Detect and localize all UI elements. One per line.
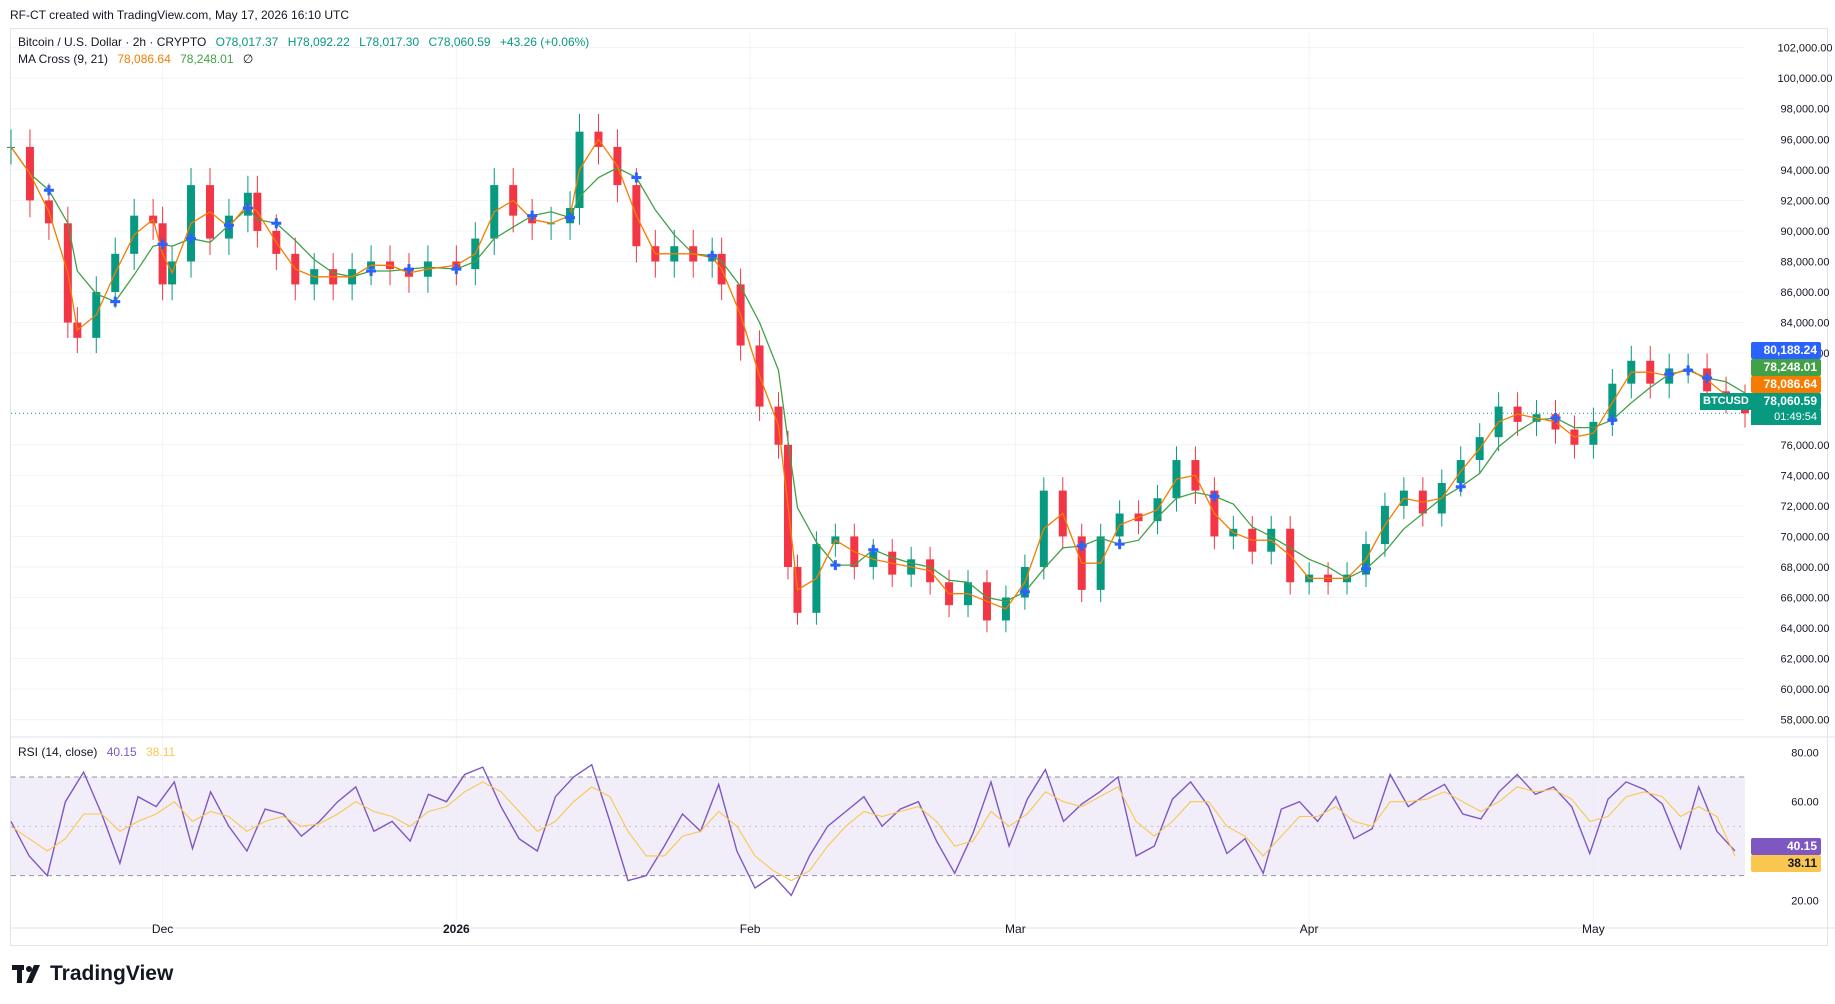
ma-settings-icon[interactable]: ∅ [242,52,254,66]
price-axis-label: 86,000.00 [1781,287,1830,299]
time-axis-label: May [1582,922,1605,936]
ma-cross-marker [1664,369,1675,380]
rsi-band-fill [11,777,1745,876]
price-axis-label: 90,000.00 [1781,226,1830,238]
ma-fast-line [10,138,1746,610]
rsi-axis-label: 80.00 [1791,747,1819,759]
rsi-value-tag: 40.15 [1751,838,1821,855]
ma-cross-marker [565,212,576,223]
ma-cross-marker [707,250,718,261]
grid-lines [11,32,1835,929]
ma-cross-marker [242,203,253,214]
ma-cross-marker [43,185,54,196]
legend-open: O78,017.37 [215,35,279,49]
price-axis-label: 60,000.00 [1781,684,1830,696]
ma-cross-marker [110,296,121,307]
time-axis-label: 2026 [443,922,470,936]
rsi-ma-line [10,781,1736,882]
ma-cross-marker [631,172,642,183]
price-axis-label: 100,000.00 [1777,73,1832,85]
tradingview-logo-icon [12,965,44,983]
candle-series [7,113,1749,633]
ma-cross-marker [1455,481,1466,492]
ma-legend-label: MA Cross (9, 21) [18,52,109,66]
ma-fast-price-tag: 78,086.64 [1751,376,1821,393]
ma-cross-marker [868,544,879,555]
price-axis-label: 72,000.00 [1781,501,1830,513]
time-axis-label: Feb [740,922,761,936]
time-axis-label: Dec [152,922,173,936]
symbol-tag: BTCUSD [1700,393,1752,410]
ma-slow-price-tag: 78,248.01 [1751,359,1821,376]
high-price-tag: 80,188.24 [1751,342,1821,359]
price-axis-label: 68,000.00 [1781,562,1830,574]
ma-cross-marker [271,218,282,229]
price-axis-label: 88,000.00 [1781,256,1830,268]
price-axis-label: 92,000.00 [1781,195,1830,207]
time-axis-label: Apr [1300,922,1319,936]
rsi-legend-value: 40.15 [106,745,137,759]
price-axis-label: 74,000.00 [1781,470,1830,482]
rsi-band [11,776,1745,877]
ma-cross-marker [1702,372,1713,383]
ma-legend: MA Cross (9, 21) 78,086.64 78,248.01 ∅ [18,52,259,66]
ma-cross-marker [527,210,538,221]
rsi-legend-label: RSI (14, close) [18,745,98,759]
ma-cross-marker [1209,491,1220,502]
price-axis-label: 76,000.00 [1781,440,1830,452]
rsi-ma-value-tag: 38.11 [1751,855,1821,872]
legend-high: H78,092.22 [287,35,350,49]
tradingview-logo[interactable]: TradingView [12,962,173,986]
bar-countdown: 01:49:54 [1751,410,1821,425]
ma-cross-marker [403,264,414,275]
last-price-tag: 78,060.59 [1751,393,1821,410]
ma-fast-value: 78,086.64 [117,52,171,66]
ma-slow-value: 78,248.01 [180,52,234,66]
rsi-legend: RSI (14, close) 40.15 38.11 [18,745,181,759]
ma-cross-marker [157,239,168,250]
main-legend: Bitcoin / U.S. Dollar · 2h · CRYPTO O78,… [18,35,595,49]
ma-cross-marker [451,264,462,275]
price-axis-label: 98,000.00 [1781,104,1830,116]
rsi-axis-label: 60.00 [1791,797,1819,809]
rsi-lines [10,763,1736,897]
ma-lines [10,138,1746,610]
rsi-line [10,763,1736,897]
ma-cross-marker [223,220,234,231]
ma-cross-marker [1683,365,1694,376]
ma-cross-marker [1607,414,1618,425]
ma-cross-marker [1076,540,1087,551]
ma-cross-marker [366,266,377,277]
price-axis-label: 96,000.00 [1781,134,1830,146]
ma-cross-marker [1360,563,1371,574]
ma-slow-line [10,146,1746,602]
chart-credit: RF-CT created with TradingView.com, May … [10,8,350,22]
ma-cross-marker [1550,413,1561,424]
price-axis-label: 70,000.00 [1781,531,1830,543]
legend-change: +43.26 (+0.06%) [499,35,590,49]
chart-frame [10,28,1828,946]
rsi-ma-legend-value: 38.11 [146,745,176,759]
price-axis-label: 62,000.00 [1781,654,1830,666]
time-axis-label: Mar [1005,922,1026,936]
ma-cross-marker [1114,539,1125,550]
rsi-axis-label: 20.00 [1791,895,1819,907]
price-axis-label: 64,000.00 [1781,623,1830,635]
ma-cross-marker [830,560,841,571]
tradingview-logo-text: TradingView [50,962,174,985]
price-axis-label: 94,000.00 [1781,165,1830,177]
cross-markers [11,172,1745,597]
ma-cross-marker [186,233,197,244]
price-axis-label: 102,000.00 [1777,43,1832,55]
price-axis-label: 66,000.00 [1781,593,1830,605]
legend-title: Bitcoin / U.S. Dollar · 2h · CRYPTO [18,35,207,49]
price-axis-label: 84,000.00 [1781,318,1830,330]
legend-low: L78,017.30 [359,35,420,49]
ma-cross-marker [1019,586,1030,597]
price-axis-label: 58,000.00 [1781,715,1830,727]
legend-close: C78,060.59 [428,35,491,49]
